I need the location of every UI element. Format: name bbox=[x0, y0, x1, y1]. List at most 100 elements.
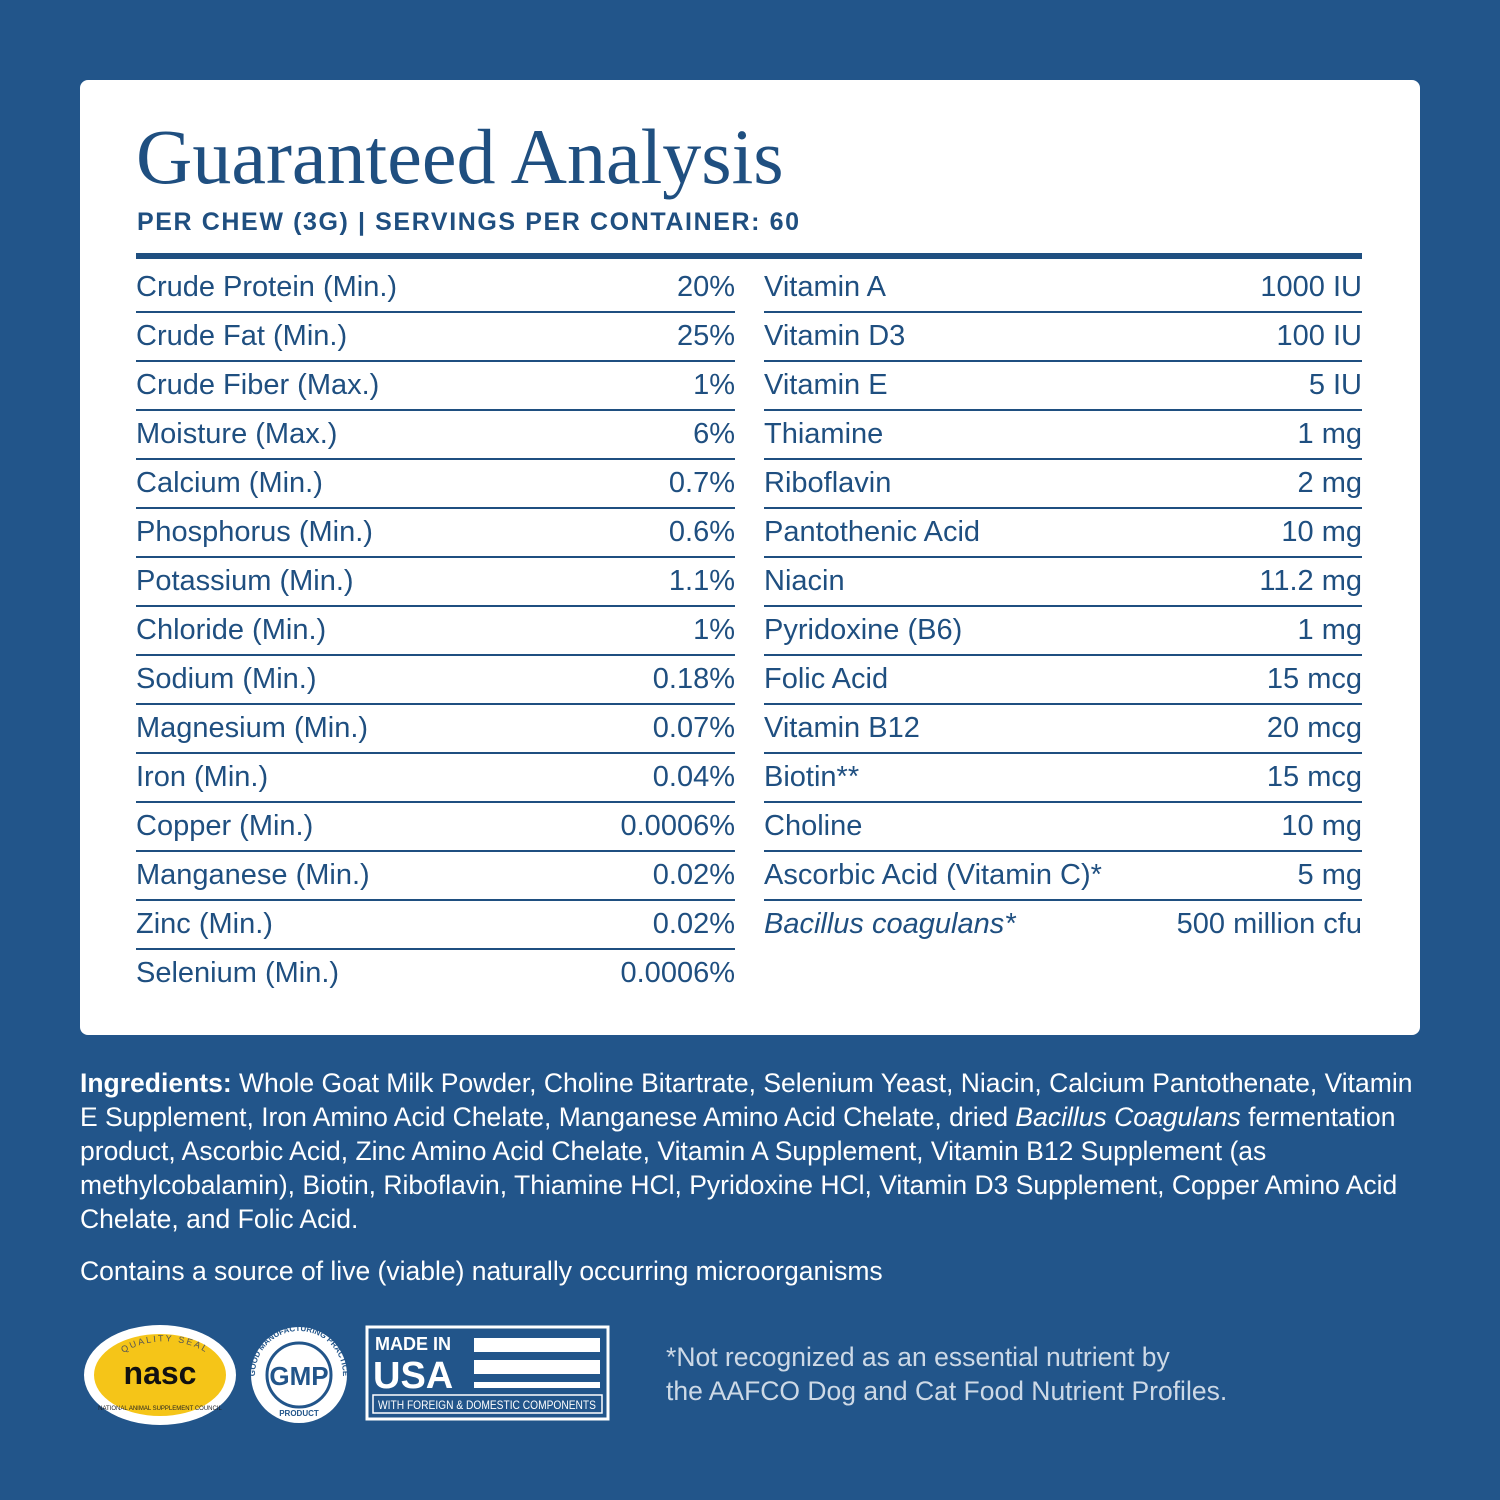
nutrient-name: Choline bbox=[764, 810, 863, 842]
table-row: Choline 10 mg bbox=[764, 803, 1362, 852]
footnote-line: *Not recognized as an essential nutrient… bbox=[666, 1342, 1170, 1372]
rule bbox=[136, 253, 1362, 259]
nutrient-name: Folic Acid bbox=[764, 663, 889, 695]
table-row: Riboflavin 2 mg bbox=[764, 460, 1362, 509]
nutrient-name: Potassium (Min.) bbox=[136, 565, 354, 597]
gmp-ring bbox=[265, 1341, 333, 1409]
table-row: Niacin 11.2 mg bbox=[764, 558, 1362, 607]
subtitle: PER CHEW (3G) | SERVINGS PER CONTAINER: … bbox=[137, 208, 801, 236]
nutrient-name: Niacin bbox=[764, 565, 845, 597]
nutrient-value: 0.18% bbox=[652, 663, 735, 695]
nutrient-value: 5 mg bbox=[1297, 859, 1362, 891]
nutrient-value: 0.7% bbox=[668, 467, 735, 499]
nutrient-name: Bacillus coagulans* bbox=[764, 908, 1016, 940]
nutrient-value: 5 IU bbox=[1308, 369, 1362, 401]
nutrient-value: 1% bbox=[693, 369, 735, 401]
table-row: Chloride (Min.) 1% bbox=[136, 607, 735, 656]
left-column: Crude Protein (Min.) 20% Crude Fat (Min.) 2… bbox=[136, 264, 735, 997]
table-row: Thiamine 1 mg bbox=[764, 411, 1362, 460]
nutrient-value: 25% bbox=[676, 320, 735, 352]
nutrient-value: 6% bbox=[693, 418, 735, 450]
nutrient-name: Pantothenic Acid bbox=[764, 516, 981, 548]
usa-line1: MADE IN bbox=[375, 1334, 451, 1354]
nutrient-name: Pyridoxine (B6) bbox=[764, 614, 963, 646]
nutrient-value: 1000 IU bbox=[1260, 271, 1362, 303]
table-row: Manganese (Min.) 0.02% bbox=[136, 852, 735, 901]
table-row: Magnesium (Min.) 0.07% bbox=[136, 705, 735, 754]
table-row: Zinc (Min.) 0.02% bbox=[136, 901, 735, 950]
nutrient-name: Vitamin E bbox=[764, 369, 888, 401]
usa-box bbox=[372, 1394, 603, 1414]
nutrient-name: Vitamin D3 bbox=[764, 320, 906, 352]
usa-line2: USA bbox=[373, 1355, 453, 1397]
nutrient-name: Vitamin B12 bbox=[764, 712, 920, 744]
table-row: Biotin** 15 mcg bbox=[764, 754, 1362, 803]
gmp-logo: GMP bbox=[269, 1361, 328, 1391]
table-row: Crude Fiber (Max.) 1% bbox=[136, 362, 735, 411]
right-column: Vitamin A 1000 IU Vitamin D3 100 IU Vitamin … bbox=[764, 264, 1362, 948]
nutrient-value: 0.02% bbox=[652, 859, 735, 891]
gmp-badge bbox=[251, 1327, 347, 1423]
nutrient-name: Crude Fiber (Max.) bbox=[136, 369, 380, 401]
nutrient-value: 11.2 mg bbox=[1259, 565, 1362, 597]
table-row: Calcium (Min.) 0.7% bbox=[136, 460, 735, 509]
nutrient-name: Crude Fat (Min.) bbox=[136, 320, 348, 352]
table-row: Vitamin E 5 IU bbox=[764, 362, 1362, 411]
nutrient-name: Sodium (Min.) bbox=[136, 663, 317, 695]
table-row: Moisture (Max.) 6% bbox=[136, 411, 735, 460]
table-row: Copper (Min.) 0.0006% bbox=[136, 803, 735, 852]
nutrient-name: Vitamin A bbox=[764, 271, 886, 303]
table-row: Vitamin D3 100 IU bbox=[764, 313, 1362, 362]
title: Guaranteed Analysis bbox=[136, 113, 784, 200]
nutrient-value: 0.0006% bbox=[620, 957, 736, 989]
nutrient-value: 10 mg bbox=[1281, 516, 1362, 548]
table-row: Bacillus coagulans* 500 million cfu bbox=[764, 901, 1362, 948]
nutrient-name: Crude Protein (Min.) bbox=[136, 271, 398, 303]
nutrient-name: Iron (Min.) bbox=[136, 761, 269, 793]
table-row: Sodium (Min.) 0.18% bbox=[136, 656, 735, 705]
nutrient-value: 500 million cfu bbox=[1176, 908, 1362, 940]
nutrient-value: 1 mg bbox=[1297, 614, 1362, 646]
nutrient-name: Moisture (Max.) bbox=[136, 418, 338, 450]
ingredients-italic: Bacillus Coagulans bbox=[1015, 1102, 1241, 1132]
nasc-logo: nasc bbox=[124, 1355, 197, 1391]
nasc-bottom: NATIONAL ANIMAL SUPPLEMENT COUNCIL bbox=[98, 1406, 222, 1412]
nutrient-value: 0.04% bbox=[652, 761, 735, 793]
table-row: Vitamin A 1000 IU bbox=[764, 264, 1362, 313]
usa-line3: WITH FOREIGN & DOMESTIC COMPONENTS bbox=[378, 1398, 596, 1412]
table-row: Crude Protein (Min.) 20% bbox=[136, 264, 735, 313]
usa-stripe bbox=[474, 1382, 600, 1388]
table-row: Selenium (Min.) 0.0006% bbox=[136, 950, 735, 997]
table-row: Crude Fat (Min.) 25% bbox=[136, 313, 735, 362]
table-row: Potassium (Min.) 1.1% bbox=[136, 558, 735, 607]
nutrient-name: Magnesium (Min.) bbox=[136, 712, 369, 744]
footnote: *Not recognized as an essential nutrient… bbox=[666, 1340, 1227, 1408]
table-row: Pantothenic Acid 10 mg bbox=[764, 509, 1362, 558]
nutrient-name: Selenium (Min.) bbox=[136, 957, 340, 989]
ingredients-text: Whole Goat Milk Powder, Choline Bitartra… bbox=[80, 1068, 1413, 1132]
badges: QUALITY SEAL nasc NATIONAL ANIMAL SUPPLE… bbox=[84, 1324, 610, 1425]
nutrient-name: Copper (Min.) bbox=[136, 810, 314, 842]
ingredients: Ingredients: Whole Goat Milk Powder, Cho… bbox=[80, 1066, 1425, 1236]
nutrient-name: Chloride (Min.) bbox=[136, 614, 327, 646]
footnote-line: the AAFCO Dog and Cat Food Nutrient Prof… bbox=[666, 1376, 1228, 1406]
nasc-badge-inner bbox=[94, 1334, 226, 1416]
nutrient-name: Calcium (Min.) bbox=[136, 467, 323, 499]
nutrient-name: Riboflavin bbox=[764, 467, 892, 499]
nutrient-value: 1% bbox=[693, 614, 735, 646]
table-row: Pyridoxine (B6) 1 mg bbox=[764, 607, 1362, 656]
table-row: Folic Acid 15 mcg bbox=[764, 656, 1362, 705]
nutrient-value: 1.1% bbox=[668, 565, 735, 597]
usa-stripe bbox=[474, 1360, 600, 1374]
nutrient-value: 0.07% bbox=[652, 712, 735, 744]
nutrient-value: 1 mg bbox=[1297, 418, 1362, 450]
ingredients-text: fermentation product, Ascorbic Acid, Zin… bbox=[80, 1102, 1398, 1234]
nutrient-name: Manganese (Min.) bbox=[136, 859, 370, 891]
table-row: Iron (Min.) 0.04% bbox=[136, 754, 735, 803]
nutrient-value: 0.02% bbox=[652, 908, 735, 940]
gmp-bottom: PRODUCT bbox=[279, 1409, 319, 1418]
nutrient-name: Biotin** bbox=[764, 761, 860, 793]
nutrient-value: 15 mcg bbox=[1266, 663, 1362, 695]
note: Contains a source of live (viable) natur… bbox=[80, 1256, 883, 1286]
